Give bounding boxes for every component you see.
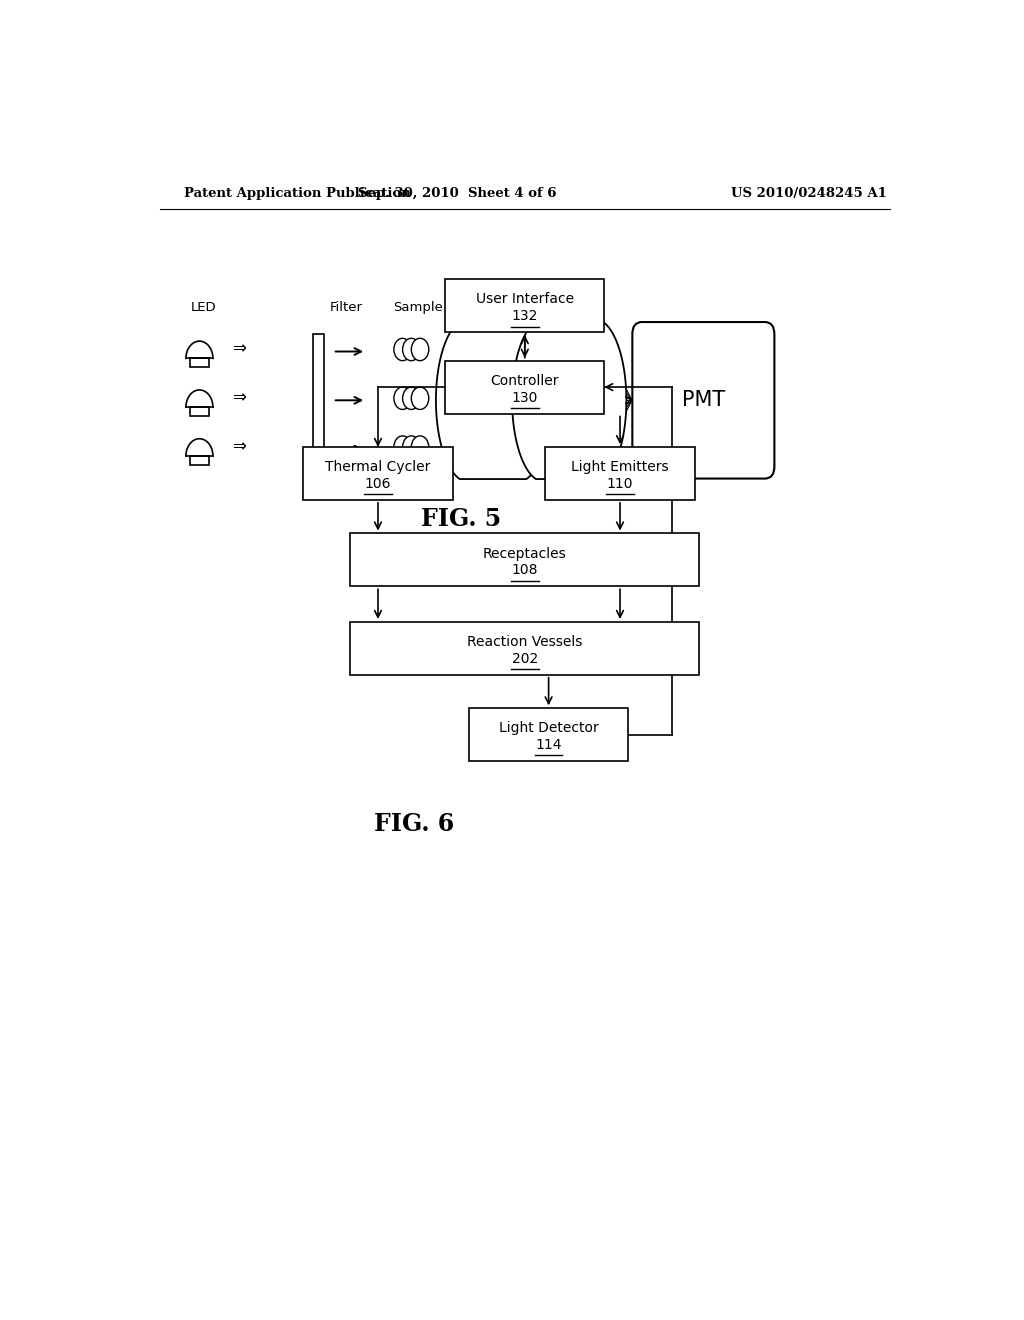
Bar xyxy=(190,455,209,465)
Text: 110: 110 xyxy=(607,477,633,491)
Text: Lens: Lens xyxy=(471,301,502,314)
Circle shape xyxy=(394,387,412,409)
Text: FIG. 6: FIG. 6 xyxy=(374,812,454,836)
Text: ⇒: ⇒ xyxy=(232,388,246,407)
Text: 202: 202 xyxy=(512,652,538,665)
Text: 106: 106 xyxy=(365,477,391,491)
Text: FIG. 5: FIG. 5 xyxy=(421,507,502,531)
Text: ⇒: ⇒ xyxy=(232,437,246,455)
Text: 108: 108 xyxy=(512,564,538,577)
Text: ⇒: ⇒ xyxy=(232,339,246,358)
Text: Light Detector: Light Detector xyxy=(499,721,598,735)
Text: 130: 130 xyxy=(512,391,538,405)
Bar xyxy=(350,622,699,675)
Bar xyxy=(303,447,454,500)
Text: PMT: PMT xyxy=(682,391,725,411)
Text: Controller: Controller xyxy=(490,374,559,388)
Circle shape xyxy=(394,338,412,360)
Text: ⇒: ⇒ xyxy=(444,388,459,407)
Text: Receptacles: Receptacles xyxy=(483,546,566,561)
Text: 132: 132 xyxy=(512,309,538,323)
Text: LED: LED xyxy=(190,301,216,314)
Text: ⇒: ⇒ xyxy=(444,339,459,358)
Polygon shape xyxy=(512,322,627,479)
Text: Sample: Sample xyxy=(393,301,442,314)
Text: Thermal Cycler: Thermal Cycler xyxy=(326,461,431,474)
Circle shape xyxy=(402,387,420,409)
Bar xyxy=(313,334,324,466)
Polygon shape xyxy=(436,322,550,479)
Text: Filter: Filter xyxy=(537,301,569,314)
Bar xyxy=(445,280,604,333)
Circle shape xyxy=(412,436,429,458)
Text: Patent Application Publication: Patent Application Publication xyxy=(183,187,411,201)
Text: Filter: Filter xyxy=(330,301,362,314)
Bar xyxy=(190,407,209,416)
Text: 114: 114 xyxy=(536,738,562,752)
Circle shape xyxy=(412,338,429,360)
Circle shape xyxy=(402,436,420,458)
Circle shape xyxy=(402,338,420,360)
Bar xyxy=(469,709,628,762)
Text: ⇒: ⇒ xyxy=(444,437,459,455)
Circle shape xyxy=(394,436,412,458)
Text: Light Emitters: Light Emitters xyxy=(571,461,669,474)
Bar xyxy=(445,360,604,413)
Bar xyxy=(190,359,209,367)
Text: Sep. 30, 2010  Sheet 4 of 6: Sep. 30, 2010 Sheet 4 of 6 xyxy=(358,187,557,201)
Text: Reaction Vessels: Reaction Vessels xyxy=(467,635,583,649)
Text: User Interface: User Interface xyxy=(476,293,573,306)
FancyBboxPatch shape xyxy=(633,322,774,479)
Text: US 2010/0248245 A1: US 2010/0248245 A1 xyxy=(731,187,887,201)
Bar xyxy=(545,447,695,500)
Bar xyxy=(350,533,699,586)
Circle shape xyxy=(412,387,429,409)
